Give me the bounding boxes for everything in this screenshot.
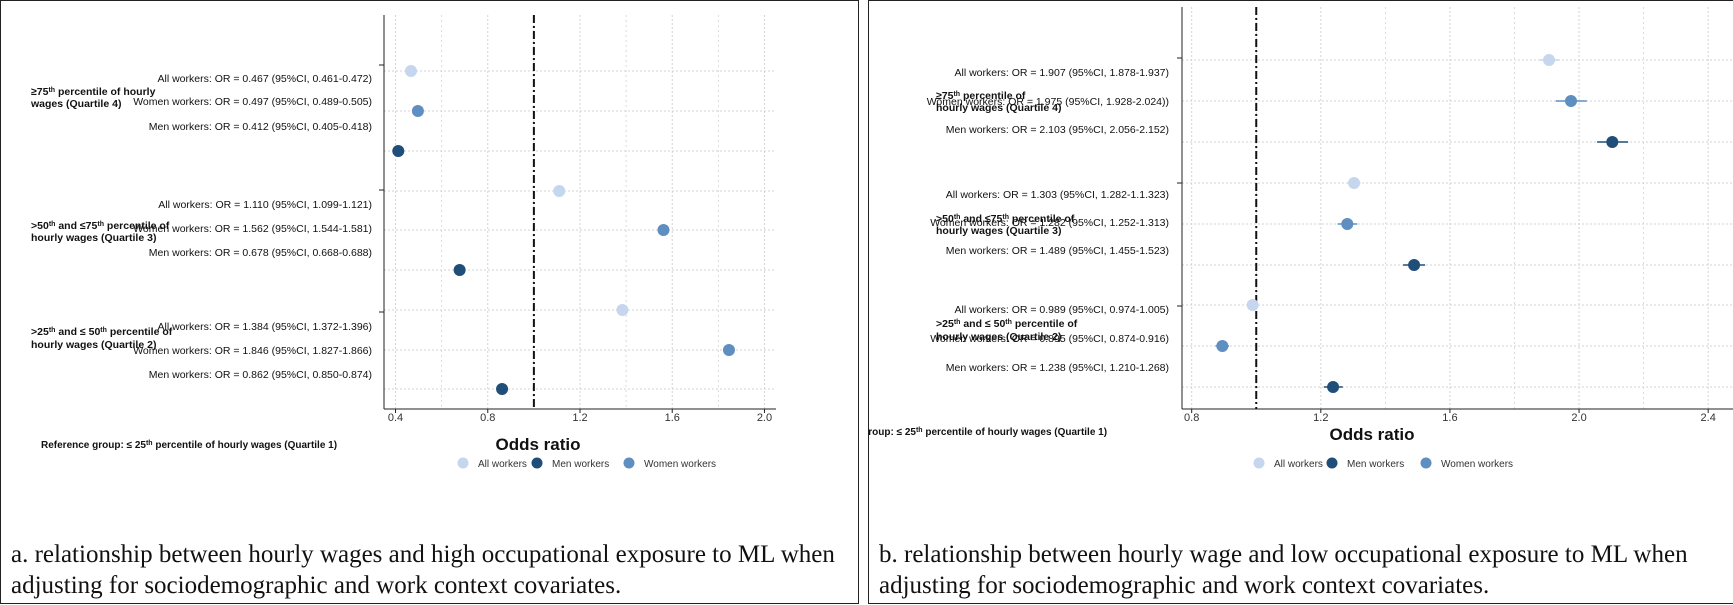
- x-tick-label: 2.0: [757, 412, 772, 424]
- row-label: Women workers: OR = 1.975 (95%CI, 1.928-…: [927, 96, 1169, 108]
- data-point: [657, 224, 670, 236]
- row-label: Men workers: OR = 0.862 (95%CI, 0.850-0.…: [149, 369, 372, 381]
- row-label: All workers: OR = 0.989 (95%CI, 0.974-1.…: [955, 304, 1169, 316]
- group-label: hourly wages (Quartile 2): [31, 339, 156, 351]
- legend-marker: [1326, 457, 1338, 469]
- forest-plot-a: 0.4 0.8 1.2 1.6 2.0 ≥75th percentile of hourl…: [30, 15, 776, 470]
- data-point: [1564, 95, 1577, 107]
- group-label: hourly wages (Quartile 3): [936, 225, 1061, 237]
- row-label: Men workers: OR = 1.489 (95%CI, 1.455-1.…: [946, 245, 1169, 257]
- data-point: [1408, 259, 1421, 271]
- x-axis-title: Odds ratio: [495, 435, 580, 454]
- row-label: Men workers: OR = 0.678 (95%CI, 0.668-0.…: [149, 247, 372, 259]
- group-label: >25th and ≤ 50th percentile of: [936, 318, 1078, 330]
- legend-label: Men workers: [1347, 459, 1404, 470]
- figure-panel-a: 0.4 0.8 1.2 1.6 2.0 ≥75th percentile of hourl…: [0, 0, 859, 604]
- x-tick-label: 2.0: [1571, 412, 1586, 424]
- group-label: hourly wages (Quartile 3): [31, 232, 156, 244]
- data-point: [453, 264, 466, 276]
- legend-label: Men workers: [552, 459, 609, 470]
- data-point: [1341, 218, 1354, 230]
- legend-label: All workers: [1274, 459, 1323, 470]
- legend-marker: [623, 457, 635, 469]
- forest-plot-b: 0.8 1.2 1.6 2.0 2.4≥75th percentile ofhourly…: [869, 7, 1733, 470]
- group-label: ≥75th percentile of hourly: [31, 86, 156, 98]
- data-point: [722, 344, 735, 356]
- data-point: [1606, 136, 1619, 148]
- x-tick-label: 1.2: [1313, 412, 1328, 424]
- reference-note: Reference group: ≤ 25th percentile of ho…: [41, 440, 337, 452]
- legend-label: All workers: [478, 459, 527, 470]
- group-label: hourly wages (Quartile 2): [936, 331, 1061, 343]
- row-label: All workers: OR = 1.384 (95%CI, 1.372-1.…: [158, 321, 372, 333]
- caption-a: a. relationship between hourly wages and…: [11, 541, 835, 599]
- row-label: Men workers: OR = 1.238 (95%CI, 1.210-1.…: [946, 362, 1169, 374]
- row-label: Women workers: OR = 1.846 (95%CI, 1.827-…: [133, 345, 372, 357]
- group-label: >50th and ≤75th percentile of: [936, 213, 1075, 225]
- data-point: [496, 383, 509, 395]
- legend-label: Women workers: [1441, 459, 1513, 470]
- x-tick-label: 0.8: [1184, 412, 1199, 424]
- caption-b: b. relationship between hourly wage and …: [879, 541, 1688, 599]
- x-axis-title: Odds ratio: [1329, 425, 1414, 444]
- x-tick-label: 0.8: [480, 412, 495, 424]
- group-label: >50th and ≤75th percentile of: [31, 220, 170, 232]
- data-point: [404, 65, 417, 77]
- legend-label: Women workers: [644, 459, 716, 470]
- figure-panel-b: 0.8 1.2 1.6 2.0 2.4 ≥75th percentile of hourly…: [868, 0, 1733, 604]
- data-point: [1246, 299, 1259, 311]
- group-label: ≥75th percentile of: [936, 90, 1026, 102]
- row-label: Women workers: OR = 1.562 (95%CI, 1.544-…: [133, 223, 372, 235]
- row-label: All workers: OR = 1.303 (95%CI, 1.282-1.…: [946, 189, 1169, 201]
- row-label: All workers: OR = 0.467 (95%CI, 0.461-0.…: [158, 73, 372, 85]
- group-label: hourly wages (Quartile 4): [936, 102, 1061, 114]
- x-tick-label: 2.4: [1701, 412, 1716, 424]
- row-label: All workers: OR = 1.110 (95%CI, 1.099-1.…: [158, 199, 372, 211]
- legend-marker: [457, 457, 469, 469]
- row-label: Women workers: OR = 0.895 (95%CI, 0.874-…: [930, 333, 1169, 345]
- legend-marker: [1420, 457, 1432, 469]
- data-point: [553, 185, 566, 197]
- reference-note: Reference group: ≤ 25th percentile of ho…: [869, 427, 1107, 439]
- data-point: [411, 105, 424, 117]
- data-point: [1543, 54, 1556, 66]
- data-point: [1327, 381, 1340, 393]
- x-tick-label: 1.6: [665, 412, 680, 424]
- x-tick-label: 1.2: [572, 412, 587, 424]
- x-tick-label: 1.6: [1442, 412, 1457, 424]
- data-point: [1216, 340, 1229, 352]
- row-label: Women workers: OR = 1.282 (95%CI, 1.252-…: [930, 217, 1169, 229]
- row-label: All workers: OR = 1.907 (95%CI, 1.878-1.…: [955, 67, 1169, 79]
- row-label: Men workers: OR = 2.103 (95%CI, 2.056-2.…: [946, 124, 1169, 136]
- row-label: Men workers: OR = 0.412 (95%CI, 0.405-0.…: [149, 121, 372, 133]
- row-label: Women workers: OR = 0.497 (95%CI, 0.489-…: [133, 96, 372, 108]
- legend-marker: [1253, 457, 1265, 469]
- x-tick-label: 0.4: [388, 412, 403, 424]
- data-point: [1348, 177, 1361, 189]
- group-label: wages (Quartile 4): [30, 98, 121, 110]
- data-point: [616, 304, 629, 316]
- group-label: >25th and ≤ 50th percentile of: [31, 326, 173, 338]
- data-point: [392, 145, 405, 157]
- legend-marker: [531, 457, 543, 469]
